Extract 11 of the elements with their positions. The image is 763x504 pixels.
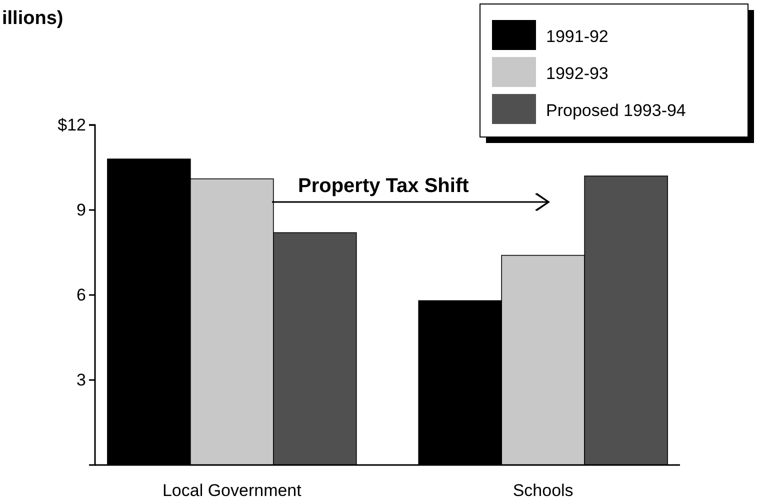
y-tick-label: 9: [76, 200, 86, 220]
legend-label: Proposed 1993-94: [546, 101, 686, 120]
x-tick-label: Local Government: [162, 481, 302, 500]
chart-title: illions): [2, 8, 64, 29]
legend-label: 1992-93: [546, 64, 608, 83]
y-tick-label: 6: [76, 285, 86, 304]
x-tick-label: Schools: [512, 481, 574, 500]
y-tick-label: $12: [58, 115, 86, 134]
annotation: Property Tax Shift: [298, 175, 470, 197]
y-tick-label: 3: [76, 370, 86, 390]
legend-label: 1991-92: [546, 27, 608, 46]
